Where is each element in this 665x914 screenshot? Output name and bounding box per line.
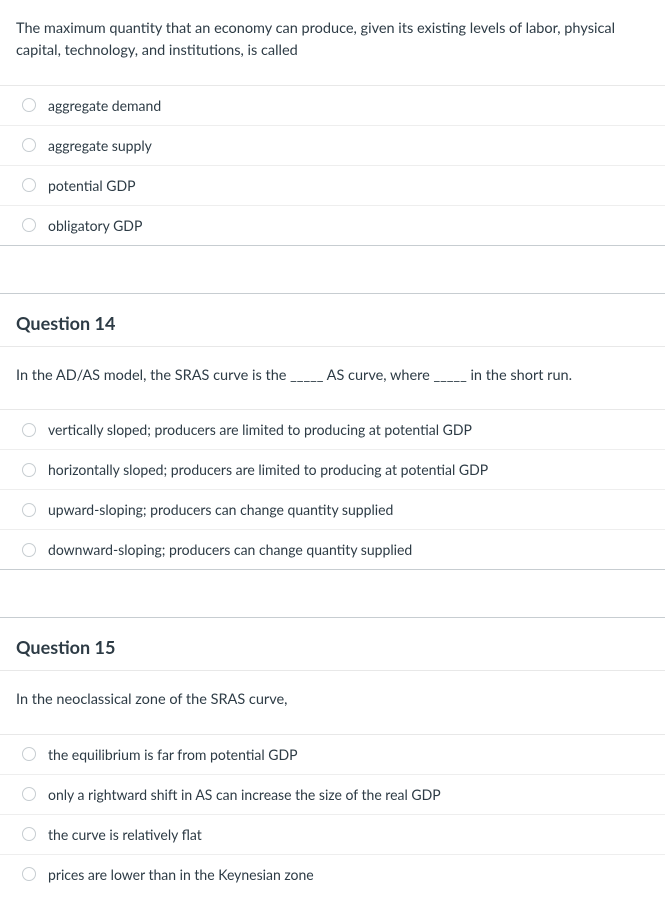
option-row[interactable]: horizontally sloped; producers are limit… (0, 450, 665, 490)
radio-icon[interactable] (22, 827, 36, 841)
radio-icon[interactable] (22, 98, 36, 112)
option-label: only a rightward shift in AS can increas… (48, 786, 441, 803)
option-label: prices are lower than in the Keynesian z… (48, 866, 314, 883)
question-block: Question 14 In the AD/AS model, the SRAS… (0, 293, 665, 569)
option-row[interactable]: prices are lower than in the Keynesian z… (0, 855, 665, 894)
question-prompt: In the neoclassical zone of the SRAS cur… (0, 671, 665, 733)
option-row[interactable]: aggregate supply (0, 126, 665, 166)
radio-icon[interactable] (22, 747, 36, 761)
option-label: upward-sloping; producers can change qua… (48, 501, 393, 518)
radio-icon[interactable] (22, 218, 36, 232)
radio-icon[interactable] (22, 423, 36, 437)
option-label: the curve is relatively flat (48, 826, 202, 843)
question-prompt: The maximum quantity that an economy can… (0, 0, 665, 85)
option-row[interactable]: upward-sloping; producers can change qua… (0, 490, 665, 530)
option-label: horizontally sloped; producers are limit… (48, 461, 488, 478)
option-row[interactable]: potential GDP (0, 166, 665, 206)
option-label: the equilibrium is far from potential GD… (48, 746, 298, 763)
option-label: obligatory GDP (48, 217, 142, 234)
options-group: aggregate demand aggregate supply potent… (0, 85, 665, 245)
radio-icon[interactable] (22, 867, 36, 881)
options-group: the equilibrium is far from potential GD… (0, 734, 665, 894)
radio-icon[interactable] (22, 787, 36, 801)
option-row[interactable]: aggregate demand (0, 86, 665, 126)
question-block: Question 15 In the neoclassical zone of … (0, 617, 665, 893)
option-row[interactable]: the equilibrium is far from potential GD… (0, 735, 665, 775)
question-divider (0, 245, 665, 293)
option-label: potential GDP (48, 177, 136, 194)
option-label: aggregate supply (48, 137, 152, 154)
question-prompt: In the AD/AS model, the SRAS curve is th… (0, 347, 665, 409)
option-row[interactable]: obligatory GDP (0, 206, 665, 245)
option-row[interactable]: only a rightward shift in AS can increas… (0, 775, 665, 815)
option-row[interactable]: the curve is relatively flat (0, 815, 665, 855)
question-block: The maximum quantity that an economy can… (0, 0, 665, 245)
radio-icon[interactable] (22, 503, 36, 517)
question-divider (0, 569, 665, 617)
option-row[interactable]: downward-sloping; producers can change q… (0, 530, 665, 569)
option-label: aggregate demand (48, 97, 161, 114)
question-header: Question 14 (0, 294, 665, 347)
radio-icon[interactable] (22, 463, 36, 477)
radio-icon[interactable] (22, 178, 36, 192)
quiz-container: The maximum quantity that an economy can… (0, 0, 665, 894)
option-label: downward-sloping; producers can change q… (48, 541, 412, 558)
option-label: vertically sloped; producers are limited… (48, 421, 472, 438)
question-title: Question 14 (16, 312, 649, 334)
option-row[interactable]: vertically sloped; producers are limited… (0, 410, 665, 450)
question-header: Question 15 (0, 618, 665, 671)
radio-icon[interactable] (22, 138, 36, 152)
question-title: Question 15 (16, 636, 649, 658)
radio-icon[interactable] (22, 543, 36, 557)
options-group: vertically sloped; producers are limited… (0, 409, 665, 569)
